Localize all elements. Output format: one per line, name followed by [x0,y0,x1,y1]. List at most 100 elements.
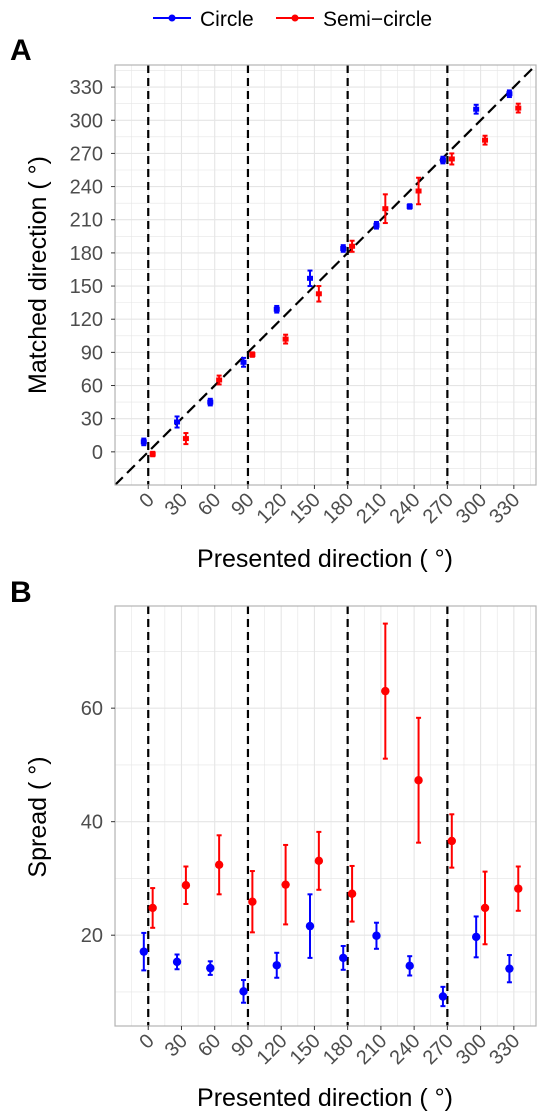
panel-a-y-tick-label: 150 [70,276,103,298]
panel-a-x-tick-label: 270 [419,489,458,528]
panel-b-x-tick-label: 150 [286,1030,325,1069]
panel-a-point [340,245,347,251]
panel-b-point [414,776,423,785]
panel-b-point [438,992,448,1001]
panel-a-x-tick-label: 300 [452,489,491,528]
panel-a-point [382,206,389,212]
panel-a-point [406,203,413,209]
panel-a-y-tick-label: 210 [70,210,103,232]
panel-a-point [373,222,380,228]
panel-b-x-tick-label: 120 [253,1030,292,1069]
panel-b-point [239,987,248,996]
panel-b-label: B [10,576,32,609]
panel-a-y-tick-label: 120 [70,309,103,331]
panel-a-y-tick-label: 240 [70,177,103,199]
panel-b-point [514,884,523,893]
panel-b-point [314,856,324,866]
panel-b-point [181,881,191,890]
panel-b-point [480,903,490,913]
panel-b-x-tick-label: 180 [319,1030,358,1069]
panel-b-series-circle [139,893,514,1008]
panel-b-point [471,932,481,942]
panel-a-point [315,291,322,297]
panel-a-point [473,106,480,112]
panel-a-point [174,419,181,425]
panel-b-y-tick-label: 40 [81,812,103,834]
panel-a-x-tick-label: 330 [485,489,524,528]
panel-a-point [349,243,356,249]
panel-a-series-circle [140,89,513,447]
panel-b-point [214,860,224,870]
panel-b-x-tick-label: 240 [386,1030,425,1069]
panel-b-point [172,957,182,967]
panel-a-x-tick-label: 60 [194,489,225,520]
legend-dot-semicircle-icon [291,14,299,22]
legend-item-semicircle: Semi−circle [276,8,432,31]
panel-b-x-tick-label: 0 [135,1030,158,1053]
panel-a-point [182,436,189,442]
panel-b-background [115,606,536,1026]
panel-a-point [140,439,147,445]
panel-b-x-tick-label: 270 [419,1030,458,1069]
panel-b-point [505,964,514,973]
panel-b-x-tick-label: 330 [485,1030,524,1069]
panel-a-y-tick-label: 330 [70,77,103,99]
panel-b-border [114,605,537,1027]
legend-dot-circle-icon [168,14,176,22]
legend-label-semicircle: Semi−circle [323,8,432,31]
panel-b-series-semicircle [148,622,523,946]
panel-a-point [439,157,446,163]
panel-a-x-tick-label: 180 [319,489,358,528]
panel-a-y-tick-label: 270 [70,143,103,165]
panel-b-x-tick-label: 300 [452,1030,491,1069]
panel-b-point [281,880,290,889]
panel-a-point [149,451,156,457]
panel-a-label: A [10,34,32,67]
panel-a-y-axis-title: Matched direction ( °) [24,156,52,394]
panel-a-point [506,91,513,97]
panel-b-y-axis-title: Spread ( °) [24,756,52,877]
panel-b-x-axis-title: Presented direction ( °) [197,1084,453,1112]
panel-b-point [248,897,257,906]
panel-a-identity-line [115,65,536,485]
panel-b-x-tick-label: 60 [194,1030,225,1061]
panel-b-point [305,921,315,931]
panel-b-point [339,953,348,963]
panel-b-point [381,686,390,696]
panel-a-point [240,359,247,365]
panel-a-point [415,188,422,194]
panel-a-point [448,156,455,162]
panel-a-y-tick-label: 60 [81,376,103,398]
panel-a-x-tick-label: 210 [352,489,391,528]
panel-a-x-axis-title: Presented direction ( °) [197,545,453,573]
panel-a-x-tick-label: 120 [253,489,292,528]
panel-a-point [306,275,313,281]
panel-b-point [447,836,456,846]
panel-a-y-tick-label: 180 [70,243,103,265]
legend: Circle Semi−circle [153,8,432,31]
panel-a-point [249,352,256,358]
panel-b-y-tick-label: 60 [81,698,103,720]
panel-a-point [515,105,522,111]
panel-b-point [139,947,149,956]
panel-b-point [272,961,281,970]
legend-item-circle: Circle [153,8,254,31]
panel-b-point [372,931,381,940]
panel-a-x-tick-label: 150 [286,489,325,528]
panel-b-point [405,961,414,971]
panel-a-point [273,306,280,312]
panel-a-border [114,64,537,486]
panel-b-point [347,889,357,898]
panel-a-y-tick-label: 0 [92,442,103,464]
panel-b-point [148,903,157,913]
panel-a-y-tick-label: 90 [81,342,103,364]
legend-label-circle: Circle [200,8,254,31]
panel-b-x-tick-label: 30 [161,1030,192,1061]
panel-b-x-tick-label: 90 [227,1030,258,1061]
panel-b-y-tick-label: 20 [81,925,103,947]
